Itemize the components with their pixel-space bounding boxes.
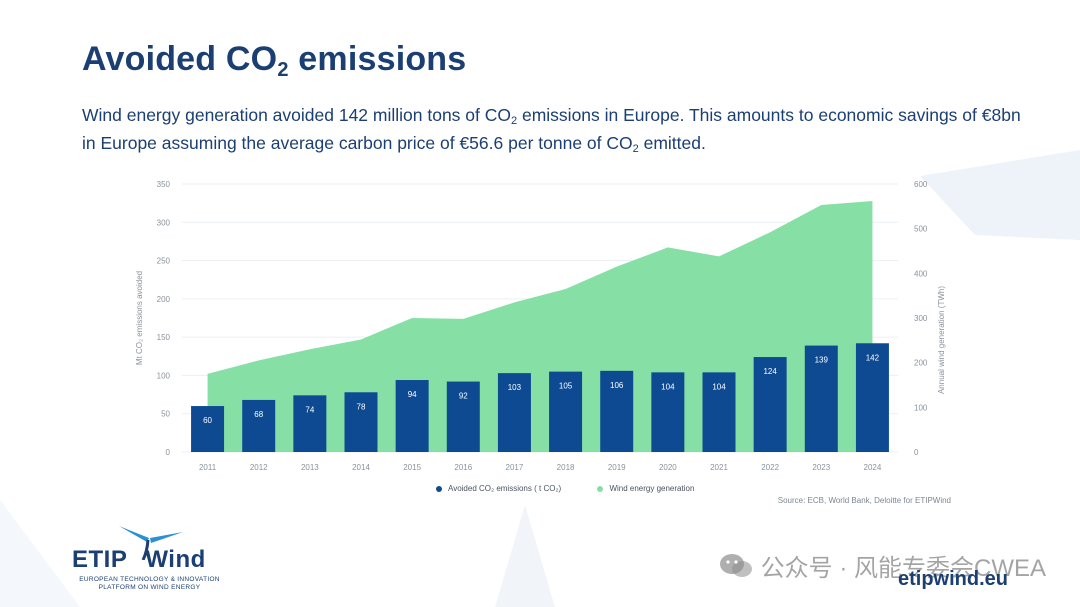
bar-value-label: 68 [254,410,263,419]
bar-value-label: 74 [305,405,314,414]
x-tick-label: 2015 [403,463,421,472]
y-tick-label: 0 [166,448,171,457]
x-tick-label: 2023 [812,463,830,472]
slide-subtitle: Wind energy generation avoided 142 milli… [82,105,1021,155]
bar-value-label: 104 [661,382,675,391]
bar [702,372,736,452]
y2-tick-label: 100 [914,403,928,412]
x-tick-label: 2016 [454,463,472,472]
axes: 0 50 100 150 200 250 300 350 0 100 200 300 400 500 600… [135,180,946,472]
x-tick-label: 2012 [250,463,268,472]
bar-value-label: 94 [408,390,417,399]
x-tick-label: 2011 [199,463,217,472]
bars [191,343,889,452]
bar-value-label: 139 [815,356,829,365]
legend-dot-green [597,485,604,492]
bar [753,357,787,452]
bar-value-label: 104 [712,382,726,391]
etip-wind-logo: ETIP Wind EUROPEAN TECHNOLOGY & INNOVATIO… [72,524,232,594]
bar [549,371,583,452]
bar [446,381,480,452]
x-tick-label: 2024 [864,463,882,472]
legend-item-area: Wind energy generation [597,484,694,493]
y-axis-label: Mt CO₂ emissions avoided [135,271,144,365]
legend-dot-navy [436,485,442,492]
source-note: Source: ECB, World Bank, Deloitte for ET… [777,496,951,505]
x-tick-label: 2013 [301,463,319,472]
y2-tick-label: 300 [914,314,928,323]
bar [344,392,378,452]
y2-tick-label: 600 [914,180,928,189]
y-tick-label: 200 [157,295,171,304]
bar [191,406,225,452]
y-tick-label: 150 [157,333,171,342]
y2-tick-label: 500 [914,225,928,234]
bar [855,343,889,452]
logo-tagline-1: EUROPEAN TECHNOLOGY & INNOVATION [79,576,220,583]
logo-tagline-2: PLATFORM ON WIND ENERGY [98,584,201,591]
bar [242,399,276,452]
bar-value-label: 103 [508,383,522,392]
bar [497,373,531,452]
x-tick-label: 2021 [710,463,728,472]
bar [395,380,429,452]
x-tick-label: 2017 [506,463,524,472]
bar [293,395,327,452]
legend-label-area: Wind energy generation [609,484,695,493]
y-tick-label: 100 [157,371,171,380]
x-tick-label: 2019 [608,463,626,472]
x-tick-label: 2022 [761,463,779,472]
y2-tick-label: 0 [914,448,919,457]
x-tick-label: 2020 [659,463,677,472]
bar-value-label: 106 [610,381,624,390]
legend-item-bars: Avoided CO₂ emissions ( t CO₂) [436,484,561,493]
website-url[interactable]: etipwind.eu [898,568,1008,590]
y2-tick-label: 200 [914,359,928,368]
legend-label-bars: Avoided CO₂ emissions ( t CO₂) [448,484,562,493]
turbine-icon [119,526,183,560]
bar-value-label: 105 [559,382,573,391]
slide-title: Avoided CO2 emissions [82,40,467,81]
wechat-watermark: 公众号 · 风能专委会CWEA [719,548,1046,583]
y2-axis-label: Annual wind generation (TWh) [937,286,946,394]
bar-value-label: 142 [866,353,880,362]
legend: Avoided CO₂ emissions ( t CO₂) Wind ener… [436,484,728,494]
y-tick-label: 300 [157,218,171,227]
y-tick-label: 50 [161,410,170,419]
bar-value-label: 78 [357,402,366,411]
bar [600,370,634,452]
bar-labels: 60 68 74 78 94 92 103 105 106 104 104 124 139 142 [203,353,880,425]
bar-value-label: 124 [763,367,777,376]
y2-tick-label: 400 [914,269,928,278]
wechat-icon [719,553,752,577]
watermark-text: 公众号 · 风能专委会CWEA [760,555,1046,582]
bar-value-label: 60 [203,416,212,425]
logo-wordmark: ETIP Wind [72,546,206,573]
x-tick-label: 2014 [352,463,370,472]
bar [651,372,685,452]
y-tick-label: 250 [157,257,171,266]
x-tick-label: 2018 [557,463,575,472]
bar-value-label: 92 [459,392,468,401]
bar [804,345,838,452]
y-tick-label: 350 [157,180,171,189]
